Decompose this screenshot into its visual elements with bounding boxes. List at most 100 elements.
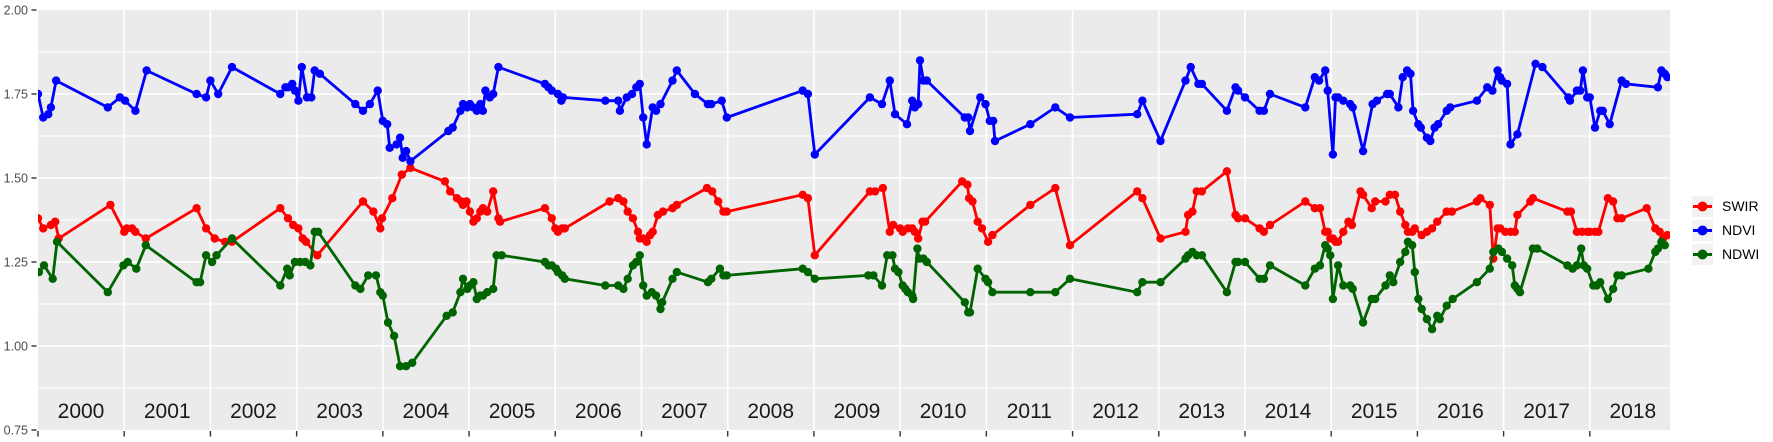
- series-point-ndwi: [1603, 294, 1613, 304]
- series-point-swir: [803, 194, 813, 203]
- x-axis-tick-label: 2004: [402, 400, 449, 423]
- series-point-ndvi: [288, 79, 297, 89]
- series-point-swir: [376, 224, 385, 233]
- legend-label-swir: SWIR: [1722, 198, 1759, 214]
- series-point-ndvi: [351, 99, 360, 109]
- series-point-swir: [1133, 187, 1142, 196]
- series-point-ndwi: [1026, 288, 1035, 297]
- series-point-ndwi: [1315, 261, 1325, 270]
- series-point-ndwi: [1348, 284, 1357, 294]
- series-point-ndvi: [1314, 76, 1324, 85]
- series-point-swir: [878, 183, 888, 193]
- x-axis-tick-label: 2014: [1265, 400, 1312, 423]
- series-point-ndvi: [1051, 103, 1060, 112]
- series-point-swir: [39, 224, 48, 233]
- x-axis-tick-label: 2017: [1523, 400, 1570, 423]
- series-point-ndvi: [1328, 150, 1338, 159]
- series-point-swir: [1528, 194, 1538, 203]
- series-point-ndwi: [1472, 278, 1482, 287]
- series-point-swir: [1259, 227, 1269, 236]
- series-point-swir: [708, 187, 717, 196]
- series-point-ndvi: [615, 106, 625, 116]
- series-point-ndwi: [1301, 281, 1310, 290]
- series-point-ndwi: [1515, 288, 1525, 297]
- series-point-swir: [547, 214, 556, 223]
- series-point-ndvi: [865, 93, 875, 102]
- series-point-ndvi: [373, 86, 382, 95]
- series-point-swir: [633, 227, 643, 236]
- series-point-ndvi: [885, 76, 894, 85]
- series-point-ndwi: [389, 331, 399, 341]
- series-point-ndwi: [395, 362, 405, 371]
- series-point-ndvi: [922, 76, 931, 85]
- series-point-ndvi: [1406, 69, 1415, 79]
- series-point-ndwi: [1608, 284, 1618, 294]
- series-point-swir: [1233, 214, 1243, 223]
- series-point-ndwi: [988, 288, 997, 297]
- series-point-ndwi: [960, 298, 969, 307]
- series-point-swir: [1390, 190, 1400, 199]
- series-point-ndvi: [1531, 59, 1540, 68]
- series-point-ndvi: [642, 140, 651, 149]
- series-point-ndwi: [52, 237, 62, 246]
- series-point-swir: [495, 217, 505, 226]
- series-point-swir: [1566, 207, 1576, 216]
- series-point-ndwi: [894, 267, 903, 277]
- x-axis-tick-label: 2005: [489, 400, 536, 423]
- series-point-ndwi: [497, 251, 506, 260]
- series-point-ndwi: [448, 308, 457, 317]
- series-point-swir: [1381, 197, 1390, 206]
- legend-key-swatch-ndvi: [1692, 220, 1713, 241]
- series-point-ndvi: [639, 113, 648, 122]
- series-point-swir: [51, 217, 60, 226]
- series-point-swir: [968, 197, 977, 206]
- series-point-swir: [1323, 227, 1332, 236]
- series-point-ndwi: [276, 281, 285, 290]
- series-point-ndvi: [1222, 106, 1232, 116]
- series-point-ndvi: [395, 133, 405, 142]
- series-point-ndwi: [1410, 267, 1420, 277]
- x-axis-tick-label: 2009: [834, 400, 881, 423]
- series-point-ndvi: [1621, 79, 1631, 89]
- series-point-swir: [1188, 207, 1197, 216]
- series-point-swir: [131, 227, 140, 236]
- series-point-ndwi: [639, 281, 648, 290]
- series-point-swir: [445, 187, 455, 196]
- series-point-swir: [1485, 200, 1495, 210]
- series-point-ndvi: [290, 86, 300, 95]
- series-point-ndvi: [1472, 96, 1482, 105]
- series-point-swir: [988, 230, 997, 240]
- series-point-ndvi: [1358, 146, 1368, 156]
- series-point-swir: [642, 237, 651, 246]
- series-point-ndwi: [383, 318, 393, 327]
- series-point-swir: [440, 177, 450, 186]
- series-point-ndvi: [276, 89, 285, 99]
- series-point-swir: [1358, 190, 1368, 199]
- series-point-swir: [1065, 241, 1075, 250]
- series-point-ndwi: [1065, 274, 1075, 283]
- series-point-ndwi: [371, 271, 381, 280]
- series-point-ndwi: [38, 267, 44, 277]
- series-point-ndvi: [214, 89, 223, 99]
- series-point-swir: [1433, 217, 1442, 226]
- x-axis-tick-label: 2006: [575, 400, 622, 423]
- series-point-ndvi: [1502, 79, 1512, 89]
- series-point-ndvi: [1598, 106, 1608, 116]
- series-point-ndwi: [456, 288, 465, 297]
- series-point-ndwi: [635, 251, 644, 260]
- series-point-swir: [920, 217, 930, 226]
- series-point-ndwi: [378, 291, 387, 300]
- series-point-swir: [406, 163, 415, 173]
- series-point-ndvi: [1339, 96, 1348, 105]
- series-point-ndvi: [358, 106, 368, 116]
- series-point-ndvi: [902, 120, 912, 129]
- series-point-ndwi: [560, 274, 569, 283]
- series-point-ndvi: [601, 96, 610, 105]
- series-point-ndvi: [1181, 76, 1190, 85]
- series-point-ndvi: [489, 89, 498, 99]
- series-point-ndvi: [192, 89, 201, 99]
- y-axis-tick-label: 1.25: [4, 256, 28, 270]
- series-point-ndvi: [1372, 96, 1382, 105]
- series-point-swir: [910, 227, 919, 236]
- series-point-swir: [540, 204, 550, 213]
